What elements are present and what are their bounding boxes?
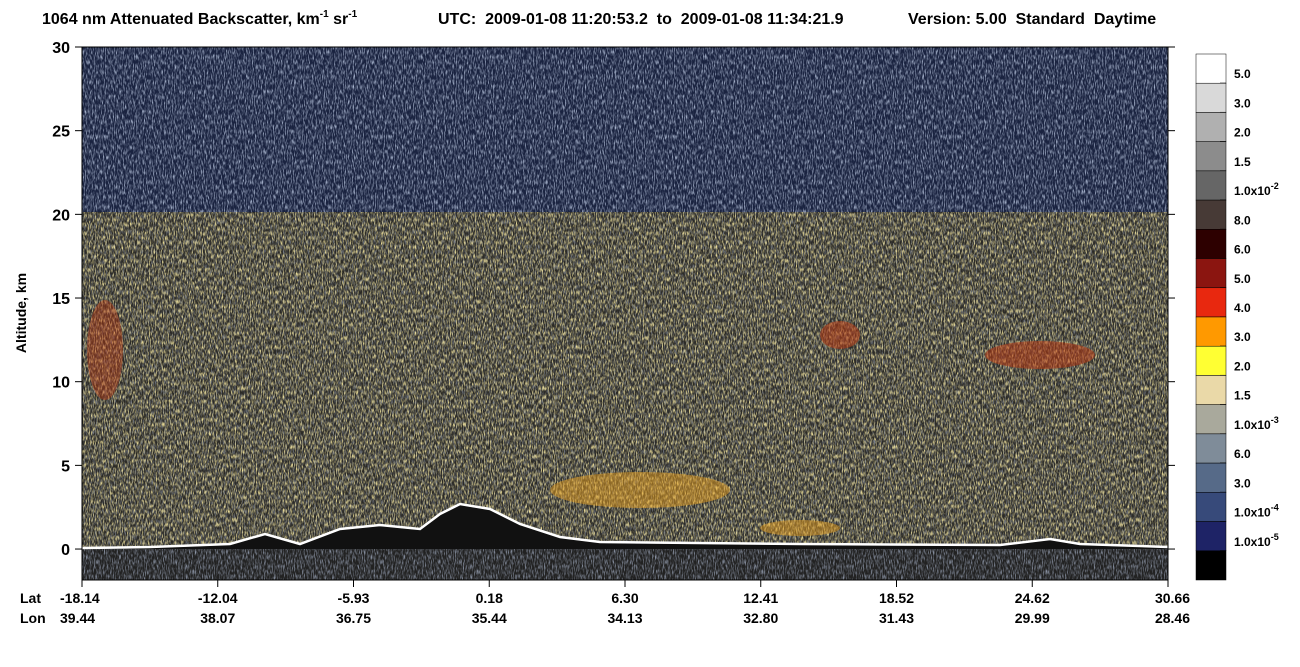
- colorbar-swatch: [1195, 375, 1227, 405]
- lon-tick-label: 34.13: [607, 610, 642, 626]
- colorbar-label: 2.0: [1234, 359, 1251, 373]
- colorbar-label-text: 1.0x10: [1234, 535, 1271, 549]
- colorbar-label-text: 5.0: [1234, 67, 1251, 81]
- lon-tick-label: 28.46: [1155, 610, 1190, 626]
- colorbar-label-text: 1.0x10: [1234, 418, 1271, 432]
- lat-tick-label: -5.93: [338, 590, 370, 606]
- lat-tick-label: -18.14: [60, 590, 100, 606]
- colorbar-swatch: [1195, 462, 1227, 493]
- colorbar-label: 4.0: [1234, 301, 1251, 315]
- lat-tick-label: 6.30: [611, 590, 638, 606]
- lon-tick-label: 38.07: [200, 610, 235, 626]
- utc-range: UTC: 2009-01-08 11:20:53.2 to 2009-01-08…: [438, 11, 844, 28]
- colorbar-label: 1.0x10-2: [1234, 181, 1279, 198]
- colorbar-label-text: 1.5: [1234, 389, 1251, 403]
- colorbar-label: 1.0x10-4: [1234, 503, 1279, 520]
- colorbar-swatch: [1195, 404, 1227, 435]
- colorbar-swatch: [1195, 433, 1227, 464]
- colorbar-swatch: [1195, 199, 1227, 230]
- colorbar-label-exp: -3: [1271, 415, 1279, 425]
- colorbar-swatch: [1195, 112, 1227, 142]
- y-tick-label: 25: [52, 124, 70, 141]
- colorbar-swatch: [1195, 258, 1227, 289]
- colorbar-label-text: 2.0: [1234, 126, 1251, 140]
- colorbar-label: 6.0: [1234, 447, 1251, 461]
- lat-tick-label: 30.66: [1155, 590, 1190, 606]
- colorbar-label-text: 8.0: [1234, 213, 1251, 227]
- colorbar-swatch: [1195, 550, 1227, 581]
- colorbar-swatch: [1195, 287, 1227, 318]
- colorbar-label-text: 1.5: [1234, 155, 1251, 169]
- lon-tick-label: 32.80: [743, 610, 778, 626]
- colorbar-swatch: [1195, 492, 1227, 522]
- y-tick-label: 5: [61, 458, 70, 475]
- y-axis-label: Altitude, km: [13, 273, 29, 353]
- colorbar-label: 1.5: [1234, 389, 1251, 403]
- colorbar-label-text: 5.0: [1234, 272, 1251, 286]
- colorbar-label: 5.0: [1234, 272, 1251, 286]
- backscatter-image: [81, 47, 1169, 580]
- lat-tick-label: 24.62: [1015, 590, 1050, 606]
- colorbar-label: 6.0: [1234, 243, 1251, 257]
- colorbar-label: 2.0: [1234, 126, 1251, 140]
- colorbar-label-text: 6.0: [1234, 243, 1251, 257]
- colorbar-label: 5.0: [1234, 67, 1251, 81]
- colorbar-label-text: 3.0: [1234, 96, 1251, 110]
- version: Version: 5.00 Standard Daytime: [908, 11, 1156, 28]
- colorbar-label: 1.0x10-3: [1234, 415, 1279, 432]
- lon-tick-label: 39.44: [60, 610, 95, 626]
- colorbar-label-text: 2.0: [1234, 359, 1251, 373]
- colorbar-swatch: [1195, 141, 1227, 172]
- lon-tick-label: 35.44: [472, 610, 507, 626]
- lon-tick-label: 29.99: [1015, 610, 1050, 626]
- colorbar-swatch: [1195, 316, 1227, 347]
- lat-tick-label: 18.52: [879, 590, 914, 606]
- colorbar-label-exp: -2: [1271, 181, 1279, 191]
- y-tick-label: 20: [52, 207, 70, 224]
- lon-label: Lon: [20, 610, 46, 626]
- colorbar-swatch: [1195, 229, 1227, 259]
- colorbar-label-text: 6.0: [1234, 447, 1251, 461]
- colorbar-swatch: [1195, 82, 1227, 113]
- y-tick-label: 30: [52, 40, 70, 57]
- colorbar-label: 8.0: [1234, 213, 1251, 227]
- y-tick-label: 15: [52, 291, 70, 308]
- colorbar-swatch: [1195, 521, 1227, 552]
- colorbar-swatch: [1195, 170, 1227, 201]
- colorbar-label: 1.0x10-5: [1234, 532, 1279, 549]
- colorbar-swatch: [1195, 53, 1227, 84]
- colorbar-label: 1.5: [1234, 155, 1251, 169]
- colorbar-label-exp: -5: [1271, 532, 1279, 542]
- y-tick-label: 0: [61, 542, 70, 559]
- y-tick-label: 10: [52, 375, 70, 392]
- lat-tick-label: -12.04: [198, 590, 238, 606]
- colorbar-label-text: 4.0: [1234, 301, 1251, 315]
- colorbar-label-text: 1.0x10: [1234, 506, 1271, 520]
- colorbar-label-text: 3.0: [1234, 330, 1251, 344]
- colorbar-label: 3.0: [1234, 476, 1251, 490]
- colorbar-label-exp: -4: [1271, 503, 1279, 513]
- colorbar-label-text: 3.0: [1234, 476, 1251, 490]
- colorbar-label: 3.0: [1234, 96, 1251, 110]
- colorbar-label: 3.0: [1234, 330, 1251, 344]
- lat-tick-label: 0.18: [476, 590, 503, 606]
- lon-tick-label: 31.43: [879, 610, 914, 626]
- lon-tick-label: 36.75: [336, 610, 371, 626]
- colorbar-swatch: [1195, 345, 1227, 376]
- colorbar-label-text: 1.0x10: [1234, 184, 1271, 198]
- lat-tick-label: 12.41: [743, 590, 778, 606]
- lat-label: Lat: [20, 590, 41, 606]
- chart-title: 1064 nm Attenuated Backscatter, km-1 sr-…: [42, 9, 358, 28]
